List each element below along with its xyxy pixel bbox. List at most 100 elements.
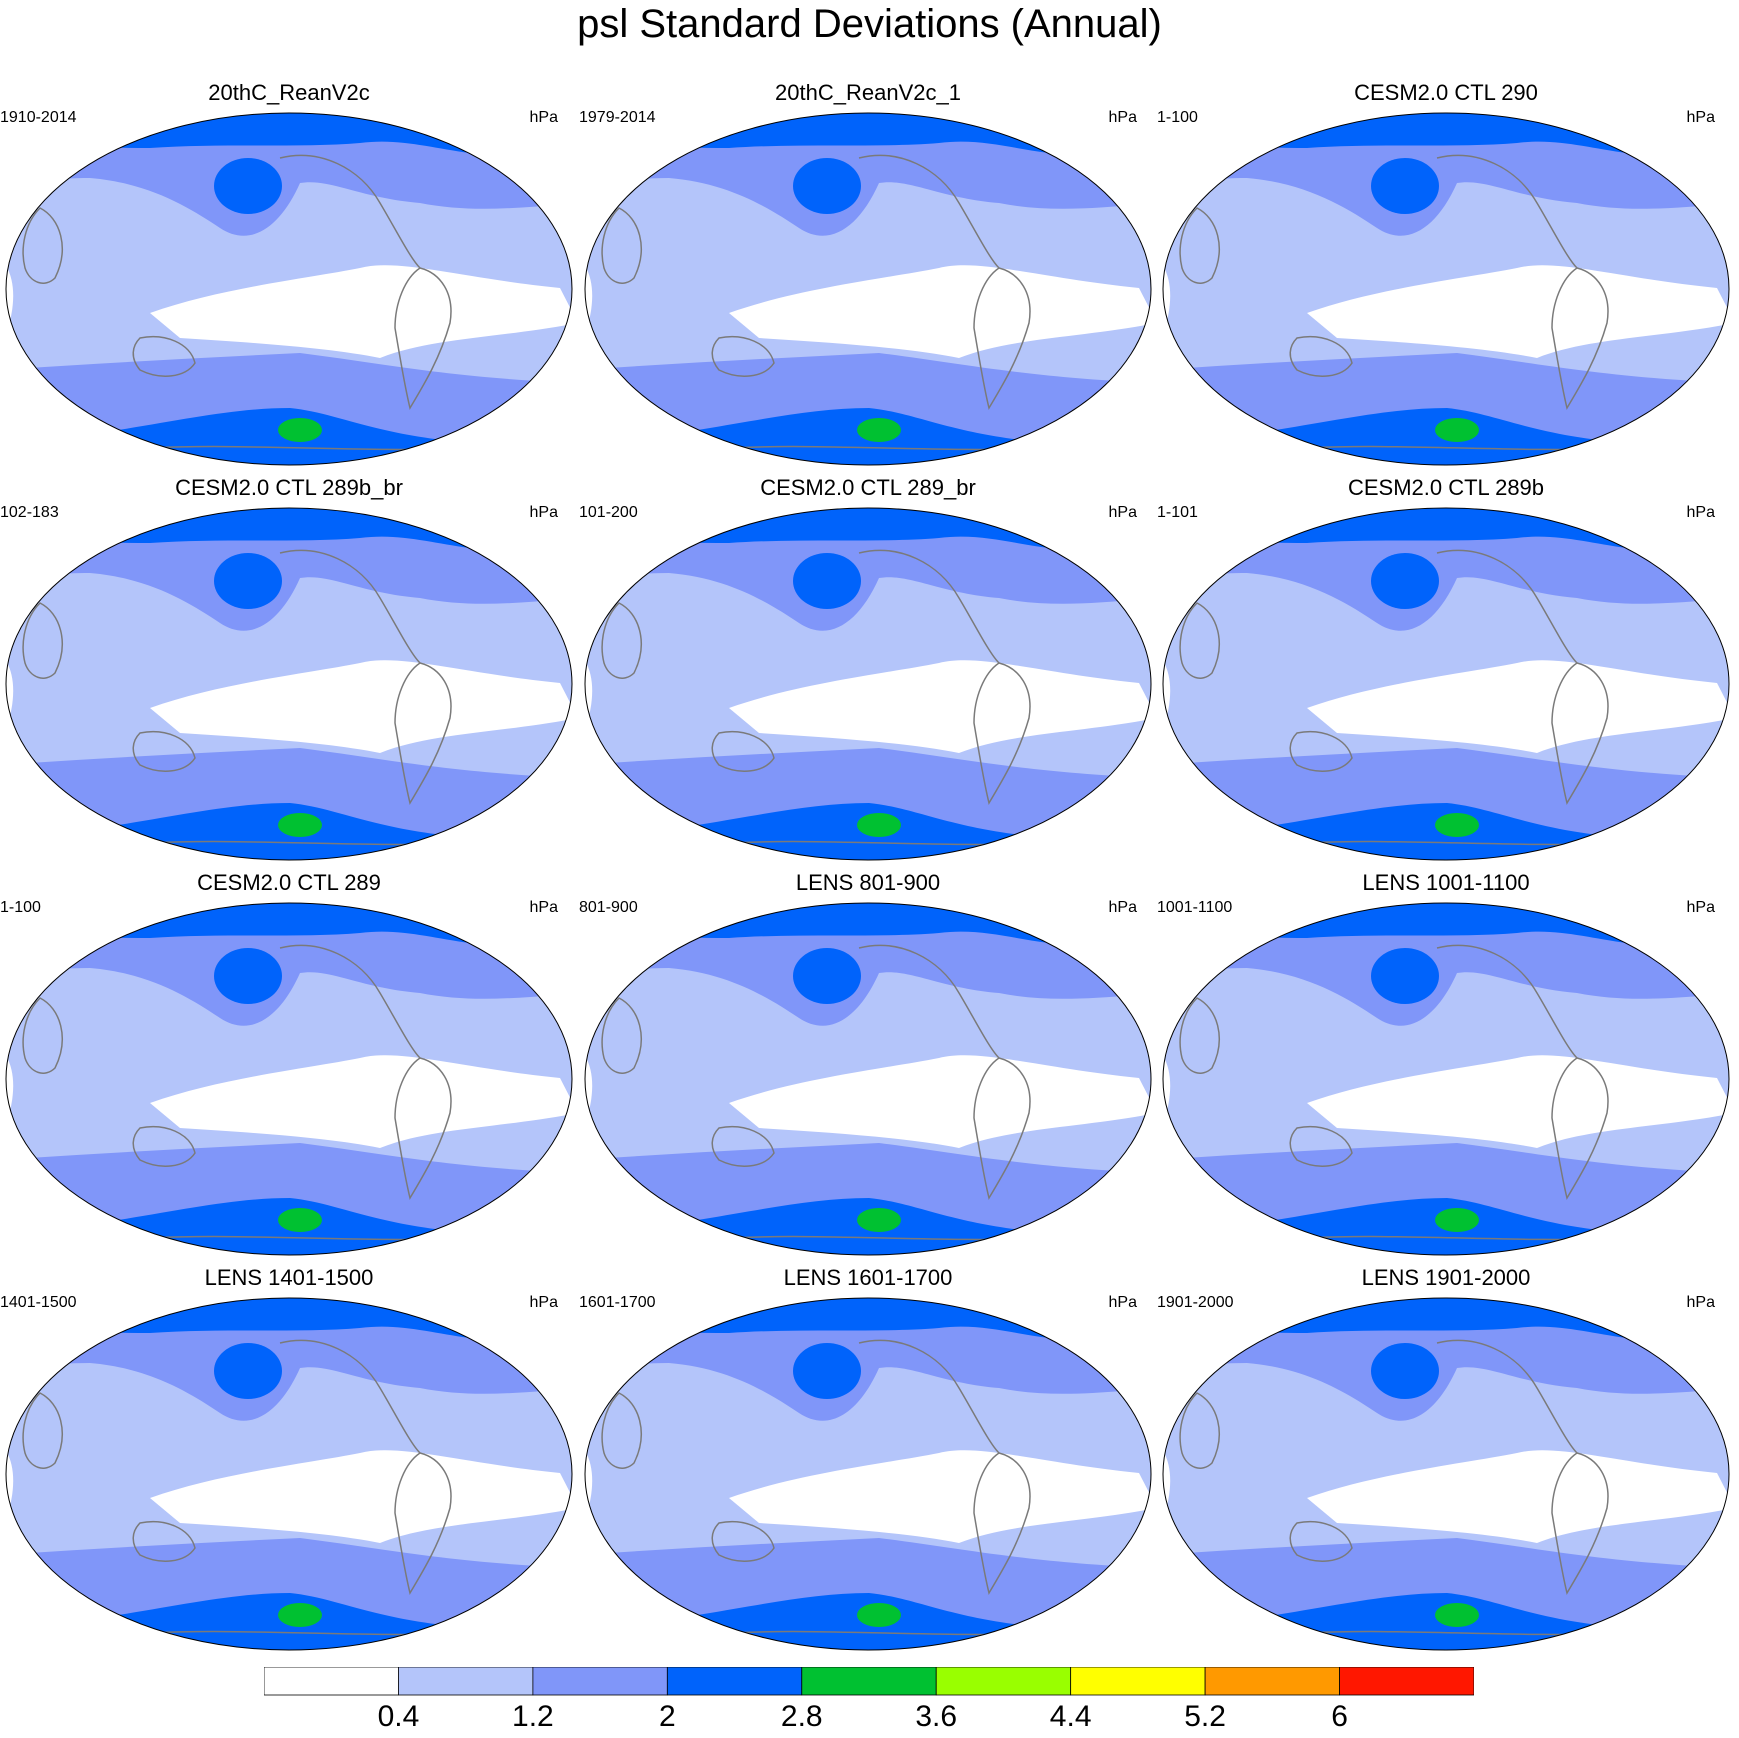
- globe-border: [1162, 112, 1730, 466]
- continent-outline: [394, 267, 452, 410]
- continent-outline: [394, 1452, 452, 1595]
- globe-border: [5, 902, 573, 1256]
- continent-outline: [1551, 1057, 1609, 1200]
- map-globe: [1162, 902, 1730, 1256]
- panel-period: 1001-1100: [1157, 899, 1233, 916]
- map-globe: [5, 507, 573, 861]
- contour-band: [857, 813, 901, 837]
- contour-band: [278, 813, 322, 837]
- map-globe: [584, 112, 1152, 466]
- panel-period: 1401-1500: [0, 1294, 77, 1311]
- continent-outline: [601, 602, 642, 679]
- contour-band: [793, 1343, 861, 1399]
- panel-units: hPa: [1108, 899, 1137, 916]
- contour-band: [1371, 948, 1439, 1004]
- contour-band: [1307, 265, 1729, 358]
- map-field: [6, 113, 572, 465]
- map-field: [6, 903, 572, 1255]
- contour-band: [278, 418, 322, 442]
- map-panel: CESM2.0 CTL 289_br 101-200 hPa: [579, 475, 1157, 865]
- map-field: [585, 903, 1151, 1255]
- panel-period: 101-200: [579, 504, 638, 521]
- globe-border: [1162, 1297, 1730, 1651]
- panel-title: LENS 1001-1100: [1362, 870, 1530, 895]
- contour-band: [278, 1208, 322, 1232]
- contour-band: [1371, 158, 1439, 214]
- continent-outline: [279, 154, 421, 269]
- panel-period: 1601-1700: [579, 1294, 656, 1311]
- map-panel: CESM2.0 CTL 289b 1-101 hPa: [1157, 475, 1735, 865]
- panel-period: 1979-2014: [579, 109, 656, 126]
- map-panel: 20thC_ReanV2c_1 1979-2014 hPa: [579, 80, 1157, 470]
- contour-band: [729, 1450, 1151, 1543]
- continent-outline: [22, 997, 63, 1074]
- contour-band: [214, 948, 282, 1004]
- continent-outline: [1551, 267, 1609, 410]
- map-field: [1163, 1298, 1729, 1650]
- panel-units: hPa: [529, 504, 558, 521]
- map-globe: [584, 1297, 1152, 1651]
- contour-band: [585, 1593, 1151, 1650]
- continent-outline: [711, 1521, 775, 1562]
- panel-title: CESM2.0 CTL 289: [197, 870, 381, 895]
- globe-border: [584, 112, 1152, 466]
- globe-border: [1162, 902, 1730, 1256]
- map-panel: LENS 801-900 801-900 hPa: [579, 870, 1157, 1260]
- contour-band: [1163, 408, 1729, 465]
- contour-band: [6, 803, 572, 860]
- continent-outline: [973, 1057, 1031, 1200]
- globe-border: [584, 902, 1152, 1256]
- contour-band: [150, 1450, 572, 1543]
- colorbar-tick-label: 6: [1331, 1700, 1348, 1733]
- colorbar-swatch: [1339, 1667, 1474, 1696]
- colorbar-tick-label: 0.4: [377, 1700, 420, 1733]
- panel-units: hPa: [1686, 109, 1715, 126]
- map-panel: 20thC_ReanV2c 1910-2014 hPa: [0, 80, 578, 470]
- continent-outline: [858, 1339, 1000, 1454]
- colorbar-swatch: [532, 1667, 668, 1696]
- colorbar-tick-label: 5.2: [1184, 1700, 1226, 1733]
- continent-outline: [394, 662, 452, 805]
- panel-title: LENS 1901-2000: [1361, 1265, 1531, 1290]
- contour-band: [1307, 660, 1729, 753]
- colorbar-tick-label: 1.2: [512, 1700, 554, 1733]
- contour-band: [1307, 1055, 1729, 1148]
- map-globe: [584, 902, 1152, 1256]
- continent-outline: [1179, 207, 1220, 284]
- panel-period: 801-900: [579, 899, 638, 916]
- globe-border: [5, 507, 573, 861]
- panel-title: 20thC_ReanV2c_1: [775, 80, 961, 105]
- contour-band: [585, 1198, 1151, 1255]
- chart-title: psl Standard Deviations (Annual): [577, 2, 1162, 46]
- panel-title: CESM2.0 CTL 289b: [1347, 475, 1545, 500]
- map-globe: [5, 112, 573, 466]
- continent-outline: [601, 1392, 642, 1469]
- globe-border: [584, 1297, 1152, 1651]
- panel-title: CESM2.0 CTL 290: [1354, 80, 1538, 105]
- panel-units: hPa: [1686, 899, 1715, 916]
- continent-outline: [132, 731, 196, 772]
- continent-outline: [279, 944, 421, 1059]
- map-field: [1163, 113, 1729, 465]
- colorbar: [264, 1667, 1474, 1696]
- panel-title: LENS 1401-1500: [204, 1265, 374, 1290]
- panel-period: 1901-2000: [1157, 1294, 1234, 1311]
- continent-outline: [711, 336, 775, 377]
- continent-outline: [858, 944, 1000, 1059]
- globe-border: [5, 1297, 573, 1651]
- map-globe: [1162, 507, 1730, 861]
- continent-outline: [394, 1057, 452, 1200]
- continent-outline: [279, 1339, 421, 1454]
- contour-band: [1435, 1208, 1479, 1232]
- continent-outline: [973, 662, 1031, 805]
- contour-band: [1163, 803, 1729, 860]
- contour-band: [1163, 1198, 1729, 1255]
- colorbar-swatch: [935, 1667, 1072, 1696]
- contour-band: [214, 158, 282, 214]
- continent-outline: [601, 997, 642, 1074]
- contour-band: [729, 1055, 1151, 1148]
- contour-band: [793, 948, 861, 1004]
- continent-outline: [1551, 662, 1609, 805]
- colorbar-tick-label: 2.8: [780, 1700, 823, 1733]
- contour-band: [6, 1593, 572, 1650]
